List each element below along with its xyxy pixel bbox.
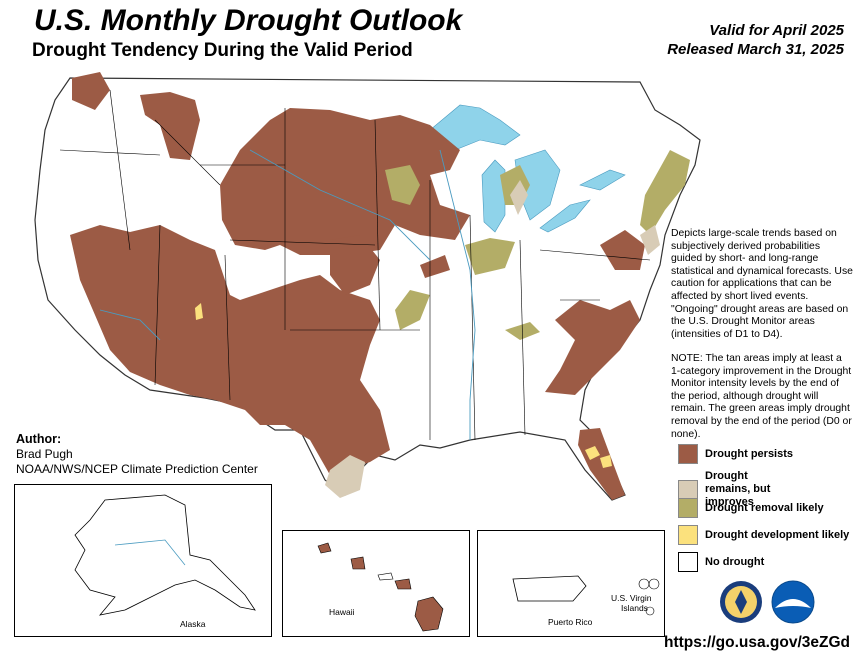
persists-pacific-nw (72, 72, 110, 110)
legend-label-removal: Drought removal likely (705, 501, 824, 514)
improves-south-texas (325, 455, 365, 498)
author-name: Brad Pugh (16, 447, 73, 461)
persists-carolinas (545, 300, 640, 395)
commerce-seal-logo (719, 580, 763, 624)
noaa-logo (771, 580, 815, 624)
virgin-islands-label-2: Islands (621, 603, 648, 613)
development-florida-2 (600, 455, 612, 468)
drought-development-areas (195, 303, 612, 468)
persists-kansas (420, 255, 450, 278)
persists-wyoming-dakotas (220, 108, 470, 255)
development-utah (195, 303, 203, 320)
drought-improves-areas (325, 180, 660, 498)
persists-idaho-montana (140, 92, 200, 160)
puerto-rico-map (512, 575, 660, 616)
removal-minnesota (385, 165, 420, 205)
legend-item-persists: Drought persists (678, 444, 793, 464)
legend-item-no-drought: No drought (678, 552, 764, 572)
outlook-description: Depicts large-scale trends based on subj… (671, 228, 853, 340)
development-florida (585, 446, 600, 460)
release-date: Released March 31, 2025 (667, 41, 844, 58)
hawaii-inset: Hawaii (282, 530, 470, 637)
alaska-label: Alaska (180, 619, 206, 629)
legend-label-development: Drought development likely (705, 528, 850, 541)
author-heading: Author: (16, 432, 62, 446)
source-url[interactable]: https://go.usa.gov/3eZGd (663, 634, 850, 651)
persists-mid-atlantic (600, 230, 645, 270)
persists-southwest (70, 225, 390, 475)
legend-item-development: Drought development likely (678, 525, 849, 545)
hawaii-map (317, 542, 444, 632)
legend-item-improves: Drought remains, but improves (678, 470, 785, 509)
commerce-seal-icon (720, 581, 762, 623)
legend-swatch-persists (678, 444, 698, 464)
hawaii-label: Hawaii (329, 607, 355, 617)
drought-removal-areas (385, 150, 690, 340)
author-organization: NOAA/NWS/NCEP Climate Prediction Center (16, 462, 258, 476)
legend-swatch-development (678, 525, 698, 545)
persists-florida (578, 428, 625, 500)
map-title: U.S. Monthly Drought Outlook (34, 4, 463, 37)
legend-swatch-no-drought (678, 552, 698, 572)
legend-swatch-improves (678, 479, 698, 500)
lake-erie (539, 199, 591, 233)
lake-michigan (481, 159, 506, 233)
rivers (99, 149, 476, 440)
legend-label-no-drought: No drought (705, 555, 765, 568)
legend-label-persists: Drought persists (705, 447, 794, 460)
lake-superior (429, 104, 521, 151)
persists-plains (330, 235, 380, 295)
virgin-islands-label-1: U.S. Virgin (611, 593, 652, 603)
puerto-rico-label: Puerto Rico (548, 617, 593, 627)
puerto-rico-inset: Puerto Rico U.S. Virgin Islands (477, 530, 665, 637)
legend-swatch-removal (678, 498, 698, 518)
legend-label-improves: Drought remains, but improves (705, 470, 771, 508)
alaska-map (74, 494, 256, 616)
alaska-inset: Alaska (14, 484, 272, 637)
outlook-note: NOTE: The tan areas imply at least a 1-c… (671, 353, 852, 440)
removal-illinois (465, 238, 515, 275)
valid-period: Valid for April 2025 (709, 22, 844, 39)
lake-ontario (579, 169, 626, 191)
legend-item-removal: Drought removal likely (678, 498, 824, 518)
map-subtitle: Drought Tendency During the Valid Period (32, 40, 413, 61)
state-borders (59, 89, 651, 441)
removal-missouri (395, 290, 430, 330)
removal-northeast (640, 150, 690, 235)
noaa-icon (771, 580, 815, 624)
improves-michigan (510, 180, 528, 215)
drought-persists-areas (70, 72, 645, 500)
improves-mid-atlantic (640, 225, 660, 255)
